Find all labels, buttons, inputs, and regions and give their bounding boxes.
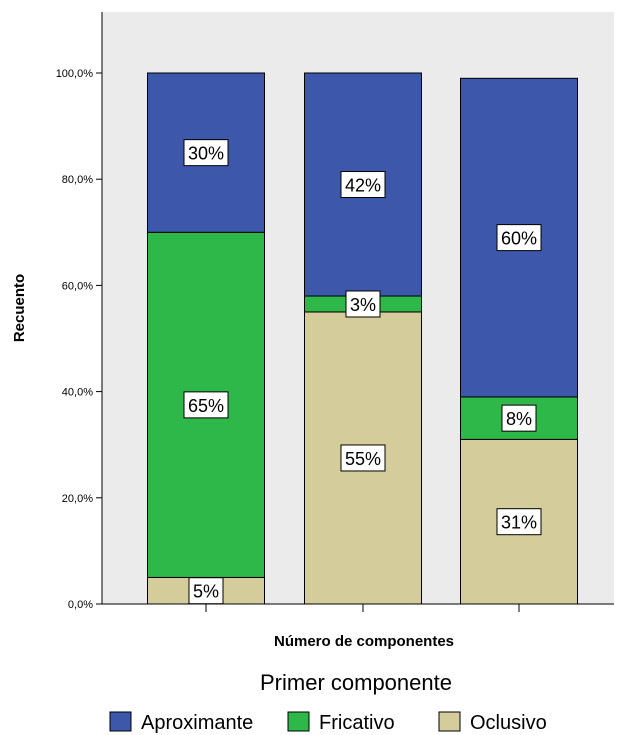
svg-text:31%: 31% — [501, 513, 537, 533]
svg-text:42%: 42% — [345, 176, 381, 196]
y-tick-label: 20,0% — [62, 493, 93, 505]
legend: Aproximante Fricativo Oclusivo — [109, 711, 547, 734]
x-axis-title: Número de componentes — [274, 633, 454, 650]
data-label: 3% — [345, 290, 381, 318]
data-label: 55% — [340, 444, 386, 472]
svg-text:55%: 55% — [345, 449, 381, 469]
legend-label: Fricativo — [319, 712, 395, 734]
svg-text:60%: 60% — [501, 229, 537, 249]
legend-swatch — [109, 711, 132, 732]
data-label: 42% — [340, 171, 386, 199]
svg-text:30%: 30% — [188, 144, 224, 164]
legend-item-aproximante: Aproximante — [109, 711, 253, 734]
y-tick-label: 100,0% — [56, 68, 94, 80]
y-tick-label: 60,0% — [62, 280, 93, 292]
y-ticks-layer: 0,0% 20,0% 40,0% 60,0% 80,0% 100,0% — [56, 68, 102, 611]
svg-text:3%: 3% — [350, 295, 376, 315]
legend-item-fricativo: Fricativo — [287, 711, 395, 734]
y-axis-title: Recuento — [11, 274, 28, 342]
x-ticks-layer — [205, 604, 520, 612]
y-tick-label: 0,0% — [68, 599, 93, 611]
legend-title: Primer componente — [260, 670, 452, 695]
legend-item-oclusivo: Oclusivo — [438, 711, 547, 734]
svg-text:65%: 65% — [188, 396, 224, 416]
data-label: 5% — [188, 577, 224, 605]
data-labels-layer: 5% 55% 31% 65% 3% 8% 30% 42% 60% — [183, 139, 542, 605]
data-label: 8% — [501, 404, 537, 432]
data-label: 60% — [496, 224, 542, 252]
data-label: 31% — [496, 508, 542, 536]
data-label: 65% — [183, 391, 229, 419]
legend-label: Oclusivo — [470, 712, 547, 734]
legend-swatch — [287, 711, 310, 732]
y-tick-label: 80,0% — [62, 174, 93, 186]
y-tick-label: 40,0% — [62, 387, 93, 399]
svg-text:8%: 8% — [506, 409, 532, 429]
data-label: 30% — [183, 139, 229, 167]
svg-text:5%: 5% — [193, 582, 219, 602]
legend-label: Aproximante — [141, 712, 253, 734]
legend-swatch — [438, 711, 461, 732]
